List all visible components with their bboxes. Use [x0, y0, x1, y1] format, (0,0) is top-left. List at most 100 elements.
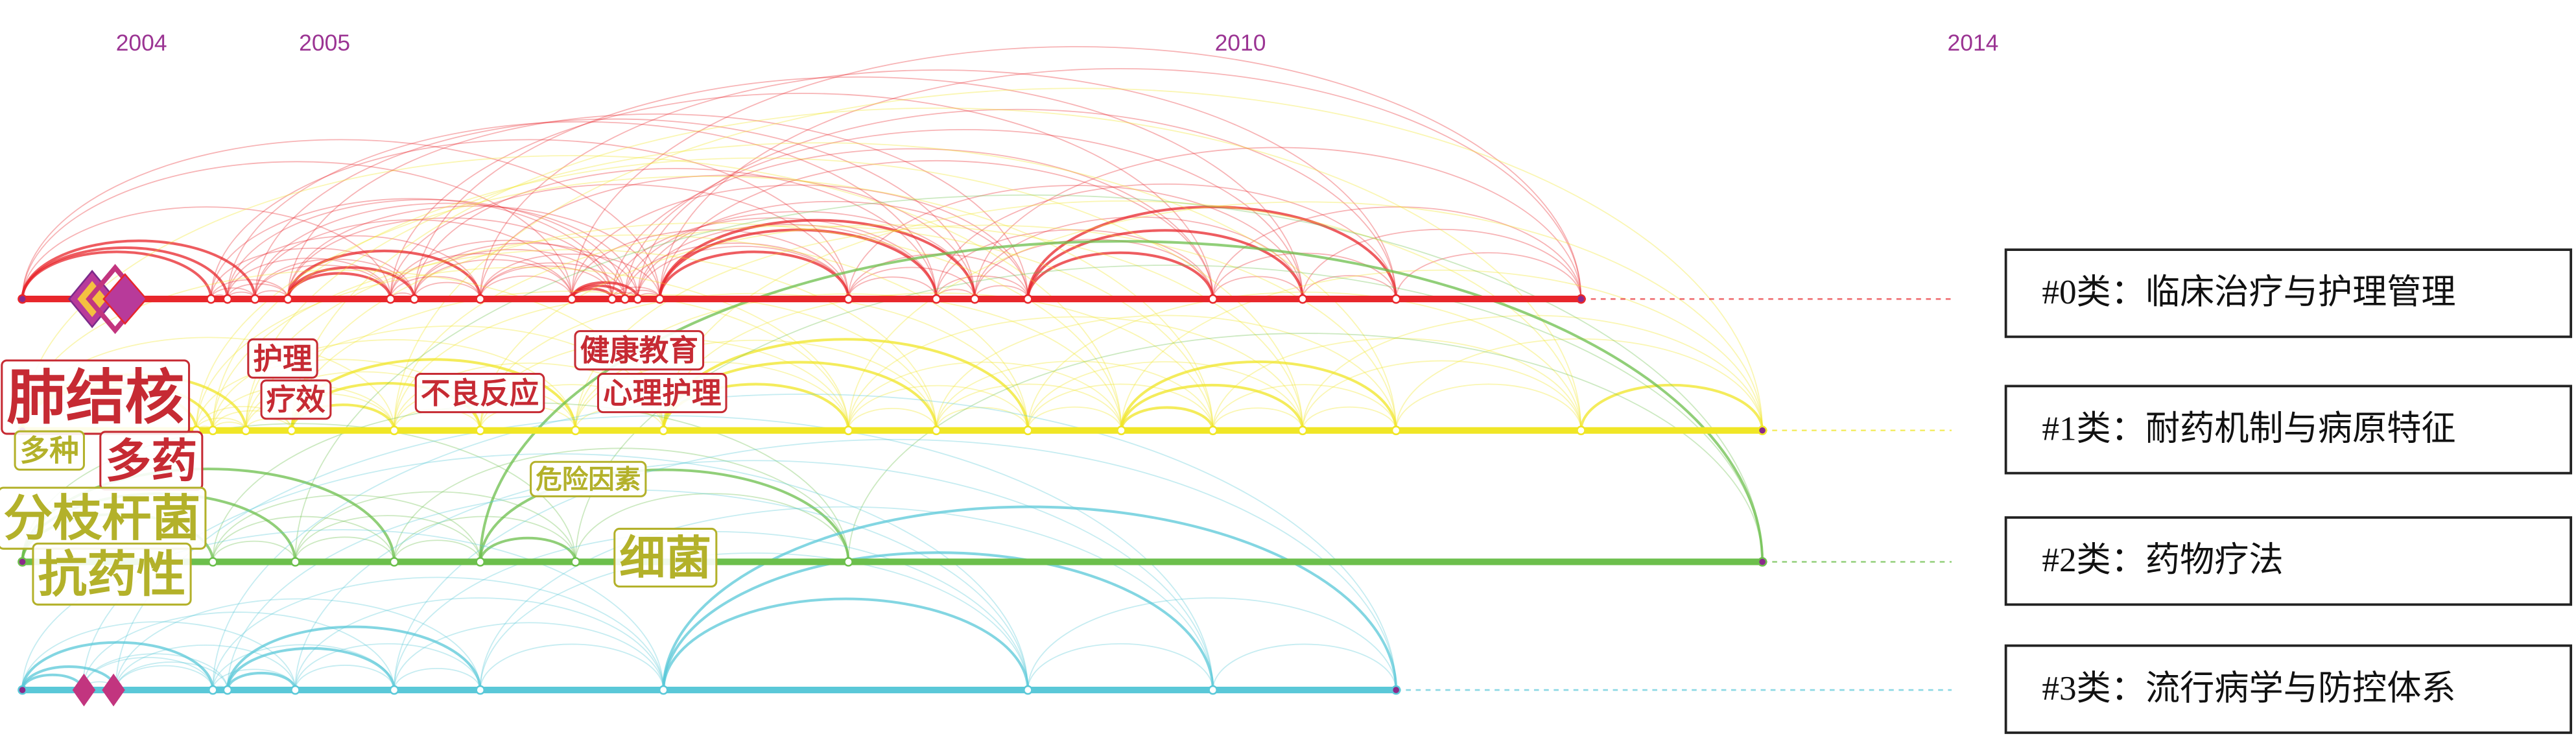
citation-arc — [294, 665, 395, 691]
citation-arc — [1120, 269, 1764, 431]
citation-arc — [624, 211, 976, 300]
citation-arc — [290, 291, 849, 431]
citation-arc — [227, 257, 392, 300]
citation-arc — [574, 361, 849, 431]
citation-arc — [21, 206, 392, 300]
node — [844, 557, 853, 567]
citation-arc — [414, 248, 613, 300]
citation-arc — [195, 417, 247, 431]
citation-arc — [414, 167, 937, 300]
node — [287, 425, 297, 436]
citation-arc — [210, 139, 849, 300]
citation-arc — [210, 198, 613, 300]
keyword: 多药 — [99, 431, 204, 491]
citation-arc — [294, 515, 481, 562]
citation-arc — [1120, 360, 1398, 431]
citation-arc — [394, 516, 576, 562]
citation-arc — [847, 361, 1122, 431]
arc-layer — [21, 46, 1764, 691]
keyword-label: 心理护理 — [603, 375, 721, 410]
citation-arc — [1302, 228, 1582, 300]
citation-arc — [21, 641, 215, 691]
node — [1208, 425, 1218, 436]
keyword-box — [260, 379, 332, 420]
keyword: 肺结核 — [1, 359, 191, 435]
citation-arc — [1027, 383, 1214, 431]
node — [241, 425, 251, 436]
cluster-box — [2004, 516, 2573, 606]
keyword: 不良反应 — [414, 373, 545, 414]
citation-arc — [390, 276, 481, 300]
keyword-label: 抗药性 — [38, 545, 186, 603]
citation-arc — [414, 243, 639, 300]
citation-arc — [611, 217, 937, 300]
node — [222, 294, 233, 304]
keyword: 多种 — [14, 430, 85, 471]
citation-arc — [479, 174, 976, 300]
citation-arc — [287, 266, 416, 300]
citation-arc — [1212, 338, 1582, 431]
citation-arc — [21, 139, 661, 300]
citation-arc — [82, 657, 214, 691]
node — [844, 294, 853, 304]
citation-arc — [414, 281, 481, 300]
citation-arc — [414, 259, 573, 300]
node — [658, 685, 668, 695]
citation-arc — [936, 183, 1397, 300]
citation-arc — [936, 407, 1029, 431]
citation-arc — [226, 647, 396, 691]
citation-arc — [1027, 597, 1397, 691]
keyword: 健康教育 — [574, 330, 705, 371]
citation-arc — [1395, 252, 1582, 300]
keyword: 护理 — [247, 338, 318, 379]
citation-arc — [662, 597, 1030, 691]
keyword-label: 护理 — [253, 341, 312, 376]
citation-arc — [21, 161, 573, 300]
citation-arc — [254, 264, 392, 300]
cluster-label: #0类：临床治疗与护理管理 — [2042, 273, 2455, 311]
node — [475, 685, 486, 695]
citation-arc — [637, 108, 1397, 300]
citation-arc — [287, 249, 482, 300]
citation-arc — [287, 206, 661, 300]
hub-node — [72, 673, 96, 707]
node — [633, 294, 643, 304]
keyword-box — [530, 460, 647, 497]
keyword: 危险因素 — [530, 460, 647, 497]
node — [222, 685, 233, 695]
citation-arc — [611, 286, 661, 300]
citation-arc — [115, 598, 481, 691]
keyword-label: 多药 — [105, 433, 197, 488]
citation-arc — [571, 229, 849, 300]
keyword-box — [14, 430, 85, 471]
citation-arc — [974, 147, 1582, 300]
citation-arc — [479, 643, 665, 691]
citation-arc — [1302, 315, 1764, 431]
node — [389, 557, 399, 567]
keyword: 分枝杆菌 — [0, 486, 207, 550]
cluster-line-layer — [22, 296, 1952, 694]
node — [1576, 294, 1586, 304]
citation-arc — [1579, 383, 1764, 431]
citation-arc — [1212, 276, 1303, 300]
citation-arc — [294, 536, 395, 562]
citation-arc — [847, 385, 1029, 431]
citation-arc — [574, 339, 937, 431]
citation-arc — [212, 339, 576, 431]
node — [389, 685, 399, 695]
citation-arc — [290, 222, 1122, 431]
cluster-box — [2004, 385, 2573, 475]
node — [290, 557, 300, 567]
node — [1208, 294, 1218, 304]
citation-arc — [847, 267, 976, 300]
citation-arc — [658, 228, 938, 300]
citation-arc — [847, 201, 1764, 431]
citation-arc — [82, 611, 395, 691]
citation-arc — [227, 199, 626, 300]
citation-arc — [479, 468, 850, 562]
citation-arc — [936, 275, 1029, 300]
citation-arc — [624, 243, 849, 300]
citation-arc — [659, 68, 1582, 300]
keyword-label: 细菌 — [619, 530, 711, 585]
keyword: 抗药性 — [32, 542, 192, 606]
